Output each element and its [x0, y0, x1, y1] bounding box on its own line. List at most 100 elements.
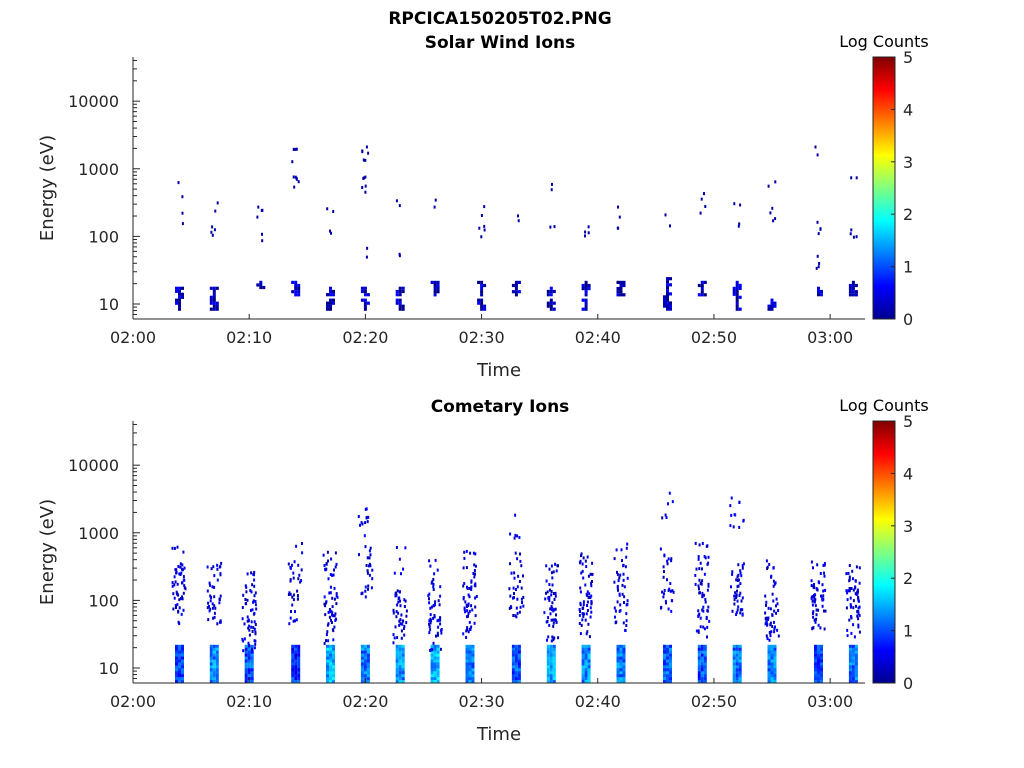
- data-pixel: [701, 608, 704, 612]
- data-pixel: [174, 604, 177, 608]
- data-pixel: [183, 584, 186, 588]
- data-pixel: [471, 680, 475, 684]
- data-pixel: [622, 572, 625, 576]
- data-pixel: [739, 569, 742, 573]
- data-pixel: [326, 653, 329, 657]
- data-pixel: [550, 188, 553, 192]
- data-pixel: [175, 571, 178, 574]
- data-pixel: [670, 609, 673, 613]
- data-pixel: [211, 606, 214, 610]
- data-pixel: [179, 562, 182, 566]
- data-pixel: [366, 656, 370, 660]
- data-pixel: [848, 662, 852, 666]
- data-pixel: [398, 653, 402, 657]
- data-pixel: [771, 625, 774, 628]
- data-pixel: [737, 605, 740, 609]
- colorbar: [872, 420, 896, 684]
- data-pixel: [739, 571, 742, 575]
- data-pixel: [519, 552, 521, 556]
- data-pixel: [554, 562, 557, 566]
- data-pixel: [590, 602, 593, 606]
- data-pixel: [432, 641, 435, 645]
- data-pixel: [584, 287, 588, 291]
- data-pixel: [436, 280, 440, 284]
- data-pixel: [363, 668, 367, 672]
- data-pixel: [329, 650, 332, 654]
- data-pixel: [294, 659, 298, 663]
- data-pixel: [301, 542, 303, 545]
- data-pixel: [297, 680, 301, 684]
- data-pixel: [292, 571, 295, 575]
- data-pixel: [178, 292, 181, 296]
- data-pixel: [666, 656, 669, 660]
- data-pixel: [432, 582, 435, 586]
- data-pixel: [400, 572, 402, 576]
- data-pixel: [549, 289, 553, 294]
- data-pixel: [398, 204, 401, 208]
- data-pixel: [554, 591, 557, 595]
- data-pixel: [848, 674, 852, 678]
- data-pixel: [466, 609, 469, 613]
- data-pixel: [400, 636, 403, 640]
- data-pixel: [552, 644, 556, 648]
- data-pixel: [549, 588, 551, 592]
- data-pixel: [741, 566, 744, 570]
- data-pixel: [363, 650, 367, 654]
- data-pixel: [514, 662, 518, 666]
- data-pixel: [732, 286, 736, 290]
- data-pixel: [850, 631, 853, 635]
- data-pixel: [175, 680, 178, 684]
- data-pixel: [403, 598, 406, 602]
- data-pixel: [511, 662, 515, 666]
- data-pixel: [401, 644, 405, 648]
- data-pixel: [516, 597, 519, 601]
- data-pixel: [215, 301, 219, 305]
- data-pixel: [666, 665, 669, 669]
- data-pixel: [706, 609, 709, 613]
- data-pixel: [770, 674, 774, 678]
- data-pixel: [364, 175, 367, 179]
- data-pixel: [254, 623, 257, 626]
- data-pixel: [250, 644, 254, 648]
- data-pixel: [669, 653, 672, 657]
- data-pixel: [584, 674, 588, 678]
- data-pixel: [590, 594, 593, 598]
- data-pixel: [735, 650, 739, 654]
- data-pixel: [700, 662, 704, 666]
- data-pixel: [334, 618, 337, 622]
- data-pixel: [738, 665, 742, 669]
- data-pixel: [545, 579, 548, 583]
- data-pixel: [772, 219, 775, 223]
- data-pixel: [584, 290, 588, 294]
- data-pixel: [474, 584, 477, 588]
- data-pixel: [403, 624, 406, 628]
- data-pixel: [776, 628, 779, 632]
- colorbar-tick-label: 4: [903, 464, 913, 483]
- colorbar-tick-label: 1: [903, 622, 913, 641]
- data-pixel: [857, 623, 860, 627]
- data-pixel: [616, 653, 620, 657]
- data-pixel: [294, 283, 298, 288]
- data-pixel: [508, 606, 511, 610]
- data-pixel: [619, 290, 623, 294]
- data-pixel: [732, 644, 736, 648]
- data-pixel: [511, 283, 515, 288]
- data-pixel: [401, 671, 405, 675]
- data-pixel: [294, 610, 296, 614]
- data-pixel: [474, 552, 477, 556]
- data-pixel: [209, 599, 212, 603]
- data-pixel: [297, 283, 301, 288]
- data-pixel: [212, 286, 216, 290]
- data-pixel: [584, 293, 588, 297]
- data-pixel: [767, 665, 771, 669]
- data-pixel: [291, 290, 295, 294]
- data-pixel: [219, 594, 222, 598]
- data-pixel: [851, 653, 855, 657]
- data-pixel: [820, 653, 823, 657]
- data-pixel: [618, 609, 621, 613]
- data-pixel: [700, 283, 704, 288]
- data-pixel: [363, 665, 367, 669]
- data-pixel: [854, 659, 858, 663]
- data-pixel: [212, 680, 216, 684]
- data-pixel: [669, 656, 672, 660]
